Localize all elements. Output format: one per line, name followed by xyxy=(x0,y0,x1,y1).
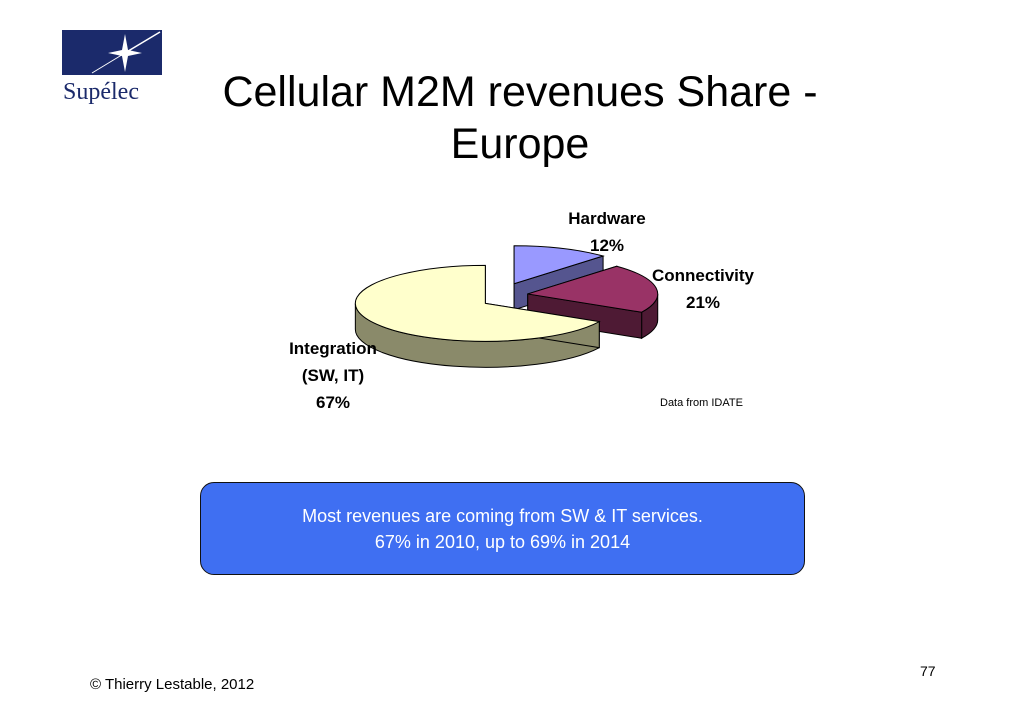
slice-label-2: Integration (SW, IT) 67% xyxy=(289,339,377,412)
slice-label-0: Hardware 12% xyxy=(568,209,645,255)
star-icon xyxy=(91,31,161,74)
slice-label-1: Connectivity 21% xyxy=(652,266,755,312)
callout-line-1: Most revenues are coming from SW & IT se… xyxy=(302,505,703,526)
logo-text: Supélec xyxy=(63,79,139,105)
supelec-logo xyxy=(62,30,162,75)
slice-label-2-line-2: 67% xyxy=(316,393,350,412)
pie-slice-2 xyxy=(354,264,601,342)
slice-label-2-line-1: (SW, IT) xyxy=(302,366,364,385)
title-line-2: Europe xyxy=(450,120,590,168)
slice-label-0-line-1: 12% xyxy=(590,236,624,255)
slice-label-1-line-1: 21% xyxy=(686,293,720,312)
page-title: Cellular M2M revenues Share - Europe xyxy=(170,66,870,170)
copyright: © Thierry Lestable, 2012 xyxy=(90,676,255,693)
slice-label-1-line-0: Connectivity xyxy=(652,266,755,285)
pie-slice-0 xyxy=(513,245,605,285)
page-number: 77 xyxy=(920,663,936,679)
slice-label-0-line-0: Hardware xyxy=(568,209,645,228)
slice-label-2-line-0: Integration xyxy=(289,339,377,358)
source-note: Data from IDATE xyxy=(660,397,743,409)
title-line-1: Cellular M2M revenues Share - xyxy=(222,68,818,116)
callout-box: Most revenues are coming from SW & IT se… xyxy=(200,482,805,575)
callout-line-2: 67% in 2010, up to 69% in 2014 xyxy=(374,531,631,552)
pie-slice-1 xyxy=(527,265,659,313)
